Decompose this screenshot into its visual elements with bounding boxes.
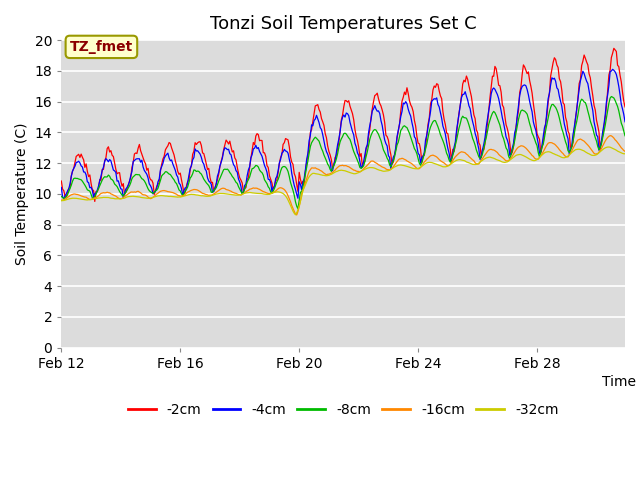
-16cm [355,168,362,174]
-4cm [335,136,342,142]
-8cm [345,135,353,141]
-32cm [534,156,542,162]
-8cm [58,193,65,199]
-16cm [293,212,301,218]
-16cm [335,164,342,169]
-8cm [335,144,342,150]
Line: -2cm: -2cm [61,48,625,202]
-8cm [307,144,314,150]
-2cm [58,178,65,184]
-16cm [345,164,353,169]
-16cm [534,156,542,162]
Line: -32cm: -32cm [61,147,625,215]
Legend: -2cm, -4cm, -8cm, -16cm, -32cm: -2cm, -4cm, -8cm, -16cm, -32cm [122,397,564,423]
-2cm [91,199,99,204]
-32cm [58,198,65,204]
-4cm [60,196,68,202]
-32cm [335,168,342,173]
-2cm [534,134,542,140]
-8cm [563,142,571,148]
Y-axis label: Soil Temperature (C): Soil Temperature (C) [15,122,29,265]
-4cm [355,152,362,158]
-32cm [605,144,612,150]
-2cm [621,104,629,110]
-16cm [58,197,65,203]
-32cm [355,170,362,176]
-32cm [307,172,314,178]
-8cm [355,160,362,166]
-2cm [610,46,618,51]
-32cm [292,212,300,217]
-8cm [607,94,615,99]
-32cm [345,169,353,175]
-4cm [563,132,571,138]
-16cm [307,167,314,173]
-4cm [58,184,65,190]
Line: -4cm: -4cm [61,69,625,199]
-4cm [621,119,629,125]
-32cm [563,154,571,160]
Title: Tonzi Soil Temperatures Set C: Tonzi Soil Temperatures Set C [210,15,476,33]
-8cm [534,150,542,156]
-2cm [355,144,362,150]
Line: -8cm: -8cm [61,96,625,209]
-8cm [294,206,302,212]
Text: TZ_fmet: TZ_fmet [70,40,133,54]
-4cm [609,66,616,72]
-8cm [621,133,629,139]
-2cm [563,119,571,125]
-4cm [534,141,542,146]
-4cm [345,113,353,119]
-2cm [335,139,342,145]
X-axis label: Time: Time [602,375,636,389]
-16cm [563,154,571,160]
-2cm [345,98,353,104]
-4cm [307,132,314,138]
-16cm [606,133,614,139]
-16cm [621,148,629,154]
-2cm [307,130,314,135]
Line: -16cm: -16cm [61,136,625,215]
-32cm [621,151,629,156]
